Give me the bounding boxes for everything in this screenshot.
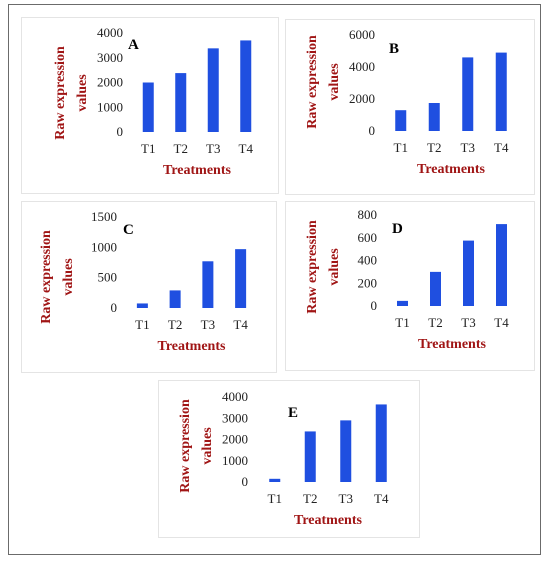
x-axis-label: Treatments	[418, 337, 486, 352]
chart-panel-e: 0 1000 2000 3000 4000 T1 T2 T3 T4 E Treatments Raw …	[158, 380, 420, 538]
y-axis-label: values	[327, 63, 342, 101]
x-tick-label: T1	[394, 140, 408, 155]
bar-t3	[207, 48, 219, 132]
y-tick-label: 0	[111, 300, 118, 315]
y-tick-label: 500	[98, 270, 118, 285]
y-tick-label: 0	[117, 124, 124, 139]
x-tick-label: T4	[494, 140, 509, 155]
bar-t3	[202, 261, 214, 308]
y-tick-label: 0	[371, 298, 378, 313]
y-tick-label: 2000	[222, 432, 248, 447]
bar-t1	[269, 478, 281, 482]
x-tick-label: T1	[268, 491, 282, 506]
y-axis-label: values	[327, 248, 342, 286]
y-axis-label: Raw expression	[178, 399, 193, 493]
x-tick-label: T2	[427, 140, 441, 155]
y-tick-label: 4000	[97, 25, 123, 40]
y-tick-label: 4000	[349, 59, 375, 74]
y-axis-label: values	[61, 258, 76, 296]
x-tick-label: T2	[168, 317, 182, 332]
panel-label: D	[392, 221, 403, 237]
x-axis-label: Treatments	[163, 163, 231, 178]
y-tick-label: 0	[242, 474, 249, 489]
bar-t4	[496, 224, 507, 306]
x-tick-label: T1	[141, 141, 155, 156]
x-axis-label: Treatments	[294, 513, 362, 528]
chart-panel-c: 0 500 1000 1500 T1 T2 T3 T4 C Treatments Raw expre…	[21, 201, 277, 373]
panel-label: A	[128, 37, 139, 53]
chart-panel-b: 0 2000 4000 6000 T1 T2 T3 T4 B Treatments Raw expr…	[285, 19, 535, 195]
y-axis-label: Raw expression	[39, 230, 54, 324]
x-tick-label: T4	[239, 141, 254, 156]
y-tick-label: 3000	[97, 50, 123, 65]
bar-t1	[142, 82, 154, 132]
bar-t1	[397, 300, 408, 306]
y-tick-label: 3000	[222, 410, 248, 425]
y-axis-label: values	[200, 427, 215, 465]
x-tick-label: T3	[461, 140, 475, 155]
x-tick-label: T1	[395, 315, 409, 330]
chart-e-svg: 0 1000 2000 3000 4000 T1 T2 T3 T4 E Treatments Raw …	[178, 389, 389, 528]
panel-label: E	[288, 405, 298, 421]
chart-c-svg: 0 500 1000 1500 T1 T2 T3 T4 C Treatments Raw expre…	[39, 209, 248, 354]
bar-t3	[462, 57, 474, 131]
y-axis-label: Raw expression	[53, 46, 68, 140]
chart-panel-a: 0 1000 2000 3000 4000 T1 T2 T3 T4 A Treatments Raw …	[21, 17, 279, 194]
x-axis-label: Treatments	[417, 162, 485, 177]
y-tick-label: 1000	[97, 99, 123, 114]
x-tick-label: T4	[494, 315, 509, 330]
x-axis-label: Treatments	[158, 339, 226, 354]
chart-panel-d: 0 200 400 600 800 T1 T2 T3 T4 D Treatments Raw expr…	[285, 201, 535, 371]
y-axis-label: Raw expression	[305, 35, 320, 129]
bar-t1	[136, 303, 148, 308]
x-tick-label: T4	[233, 317, 248, 332]
bar-t3	[340, 420, 352, 482]
x-tick-label: T2	[303, 491, 317, 506]
x-tick-label: T4	[374, 491, 389, 506]
x-tick-label: T3	[339, 491, 353, 506]
x-tick-label: T2	[174, 141, 188, 156]
y-tick-label: 1000	[222, 453, 248, 468]
bar-t2	[428, 103, 440, 131]
y-tick-label: 600	[358, 230, 378, 245]
bar-t2	[175, 73, 187, 132]
bar-t4	[375, 404, 387, 482]
bar-t4	[495, 52, 507, 131]
bar-t3	[463, 240, 474, 306]
bar-t1	[395, 110, 407, 131]
chart-d-svg: 0 200 400 600 800 T1 T2 T3 T4 D Treatments Raw expr…	[305, 207, 509, 352]
figure-frame	[8, 4, 541, 555]
panel-label: B	[389, 41, 399, 57]
y-tick-label: 2000	[97, 75, 123, 90]
chart-a-svg: 0 1000 2000 3000 4000 T1 T2 T3 T4 A Treatments Raw …	[53, 25, 254, 178]
bar-t2	[430, 271, 441, 306]
y-tick-label: 1000	[91, 239, 117, 254]
x-tick-label: T2	[428, 315, 442, 330]
panel-label: C	[123, 222, 134, 238]
y-tick-label: 6000	[349, 27, 375, 42]
y-tick-label: 800	[358, 207, 378, 222]
bar-t4	[235, 249, 247, 308]
x-tick-label: T3	[201, 317, 215, 332]
y-tick-label: 4000	[222, 389, 248, 404]
y-tick-label: 400	[358, 253, 378, 268]
y-tick-label: 1500	[91, 209, 117, 224]
y-tick-label: 200	[358, 275, 378, 290]
bar-t2	[304, 431, 316, 482]
y-tick-label: 2000	[349, 91, 375, 106]
y-axis-label: Raw expression	[305, 220, 320, 314]
x-tick-label: T1	[135, 317, 149, 332]
chart-b-svg: 0 2000 4000 6000 T1 T2 T3 T4 B Treatments Raw expr…	[305, 27, 509, 177]
y-axis-label: values	[75, 74, 90, 112]
x-tick-label: T3	[206, 141, 220, 156]
x-tick-label: T3	[461, 315, 475, 330]
bar-t2	[169, 290, 181, 308]
y-tick-label: 0	[369, 123, 376, 138]
bar-t4	[240, 40, 252, 132]
